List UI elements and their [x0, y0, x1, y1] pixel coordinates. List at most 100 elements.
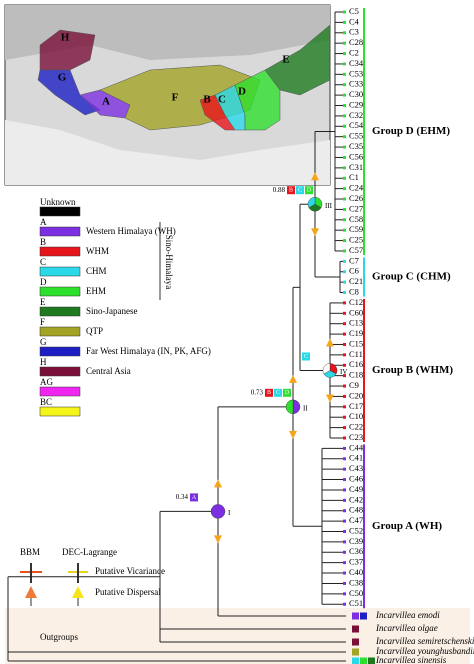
- tip-label: C23: [349, 432, 363, 442]
- node-pie: [292, 399, 301, 415]
- tip-label: C31: [349, 162, 363, 172]
- tip-label: C42: [349, 494, 363, 504]
- legend-label: Far West Himalaya (IN, PK, AFG): [86, 346, 211, 356]
- tip-area: [343, 72, 346, 76]
- map-region-label: D: [238, 86, 246, 98]
- tip-area: [343, 270, 346, 274]
- event-arrow: [326, 338, 334, 347]
- tip-label: C55: [349, 131, 363, 141]
- map-region-label: F: [172, 92, 179, 104]
- outgroup-shade: [5, 608, 470, 664]
- node-support: 0.73: [251, 388, 264, 396]
- tip-label: C28: [349, 37, 363, 47]
- event-arrow: [311, 228, 319, 237]
- node-area-code: B: [267, 390, 271, 396]
- tip-area: [343, 93, 346, 97]
- tip-area: [343, 374, 346, 378]
- tip-label: C54: [349, 120, 364, 130]
- tip-area: [343, 519, 346, 523]
- node-area-code: B: [289, 188, 293, 194]
- tip-label: C30: [349, 89, 363, 99]
- legend-label: Western Himalaya (WH): [86, 226, 176, 236]
- node-label: I: [228, 509, 231, 517]
- tip-label: C52: [349, 525, 363, 535]
- tip-label: C10: [349, 411, 363, 421]
- map-region-label: G: [58, 72, 67, 84]
- event-arrow: [214, 479, 222, 488]
- tip-label: C41: [349, 453, 363, 463]
- legend-code: H: [40, 357, 47, 367]
- node-pie: [210, 504, 226, 519]
- tip-label: C35: [349, 141, 363, 151]
- tip-label: C27: [349, 203, 363, 213]
- node-support: 0.34: [176, 493, 189, 501]
- tip-label: C11: [349, 349, 363, 359]
- tip-area: [343, 249, 346, 253]
- tip-area: [343, 218, 346, 222]
- tip-area: [343, 41, 346, 45]
- tip-label: C5: [349, 6, 359, 16]
- tip-area: [360, 657, 367, 664]
- tip-area: [343, 561, 346, 565]
- tip-area: [343, 145, 346, 149]
- tip-area: [343, 135, 346, 139]
- tip-area: [343, 311, 346, 315]
- tip-label: C34: [349, 58, 364, 68]
- dispersal-icon: [72, 586, 84, 598]
- tip-area: [343, 342, 346, 346]
- map-lowland: [5, 120, 330, 185]
- node-label: II: [303, 404, 308, 412]
- tip-area: [343, 509, 346, 513]
- tip-area: [343, 20, 346, 24]
- node-area: [302, 352, 310, 361]
- tip-area: [343, 426, 346, 430]
- legend-code: G: [40, 337, 47, 347]
- tip-area: [343, 104, 346, 108]
- legend-swatch: [39, 366, 81, 377]
- event-arrow: [311, 172, 319, 181]
- tip-label: C38: [349, 577, 363, 587]
- group-label: Group B (WHM): [372, 364, 453, 376]
- node-area-code: A: [192, 495, 197, 501]
- tip-label: C33: [349, 79, 363, 89]
- tip-label: C29: [349, 99, 363, 109]
- tip-label: C17: [349, 401, 363, 411]
- tip-label: C53: [349, 68, 363, 78]
- legend-swatch: [39, 306, 81, 317]
- node-pie: [307, 197, 316, 208]
- tip-area: [352, 612, 359, 620]
- event-label: Putative Dispersal: [95, 587, 161, 597]
- node-area-code: D: [307, 188, 312, 194]
- tip-label: C48: [349, 505, 363, 515]
- tip-label: C1: [349, 172, 359, 182]
- node-area: [283, 388, 291, 397]
- tip-label: C57: [349, 245, 363, 255]
- tip-area: [343, 259, 346, 263]
- tip-area: [352, 657, 359, 664]
- tip-label: C60: [349, 307, 363, 317]
- tip-area: [343, 384, 346, 388]
- tip-area: [343, 550, 346, 554]
- legend-swatch: [39, 386, 81, 397]
- tip-area: [343, 52, 346, 56]
- node-area-code: C: [298, 188, 302, 194]
- tip-area: [343, 62, 346, 66]
- tip-area: [343, 207, 346, 211]
- tip-area: [352, 625, 359, 633]
- legend-code: A: [40, 217, 47, 227]
- tip-area: [343, 457, 346, 461]
- tip-label: C36: [349, 546, 363, 556]
- tip-area: [343, 197, 346, 201]
- legend-code: D: [40, 277, 47, 287]
- tip-area: [360, 612, 367, 620]
- legend-code: C: [40, 257, 46, 267]
- tip-area: [343, 10, 346, 14]
- node-area-code: C: [304, 354, 308, 360]
- tip-area: [343, 394, 346, 398]
- group-label: Group A (WH): [372, 520, 442, 532]
- tip-label: C21: [349, 276, 363, 286]
- tip-label: C7: [349, 255, 359, 265]
- tip-label: C49: [349, 484, 363, 494]
- event-arrow: [289, 430, 297, 439]
- map-region-label: A: [102, 96, 110, 108]
